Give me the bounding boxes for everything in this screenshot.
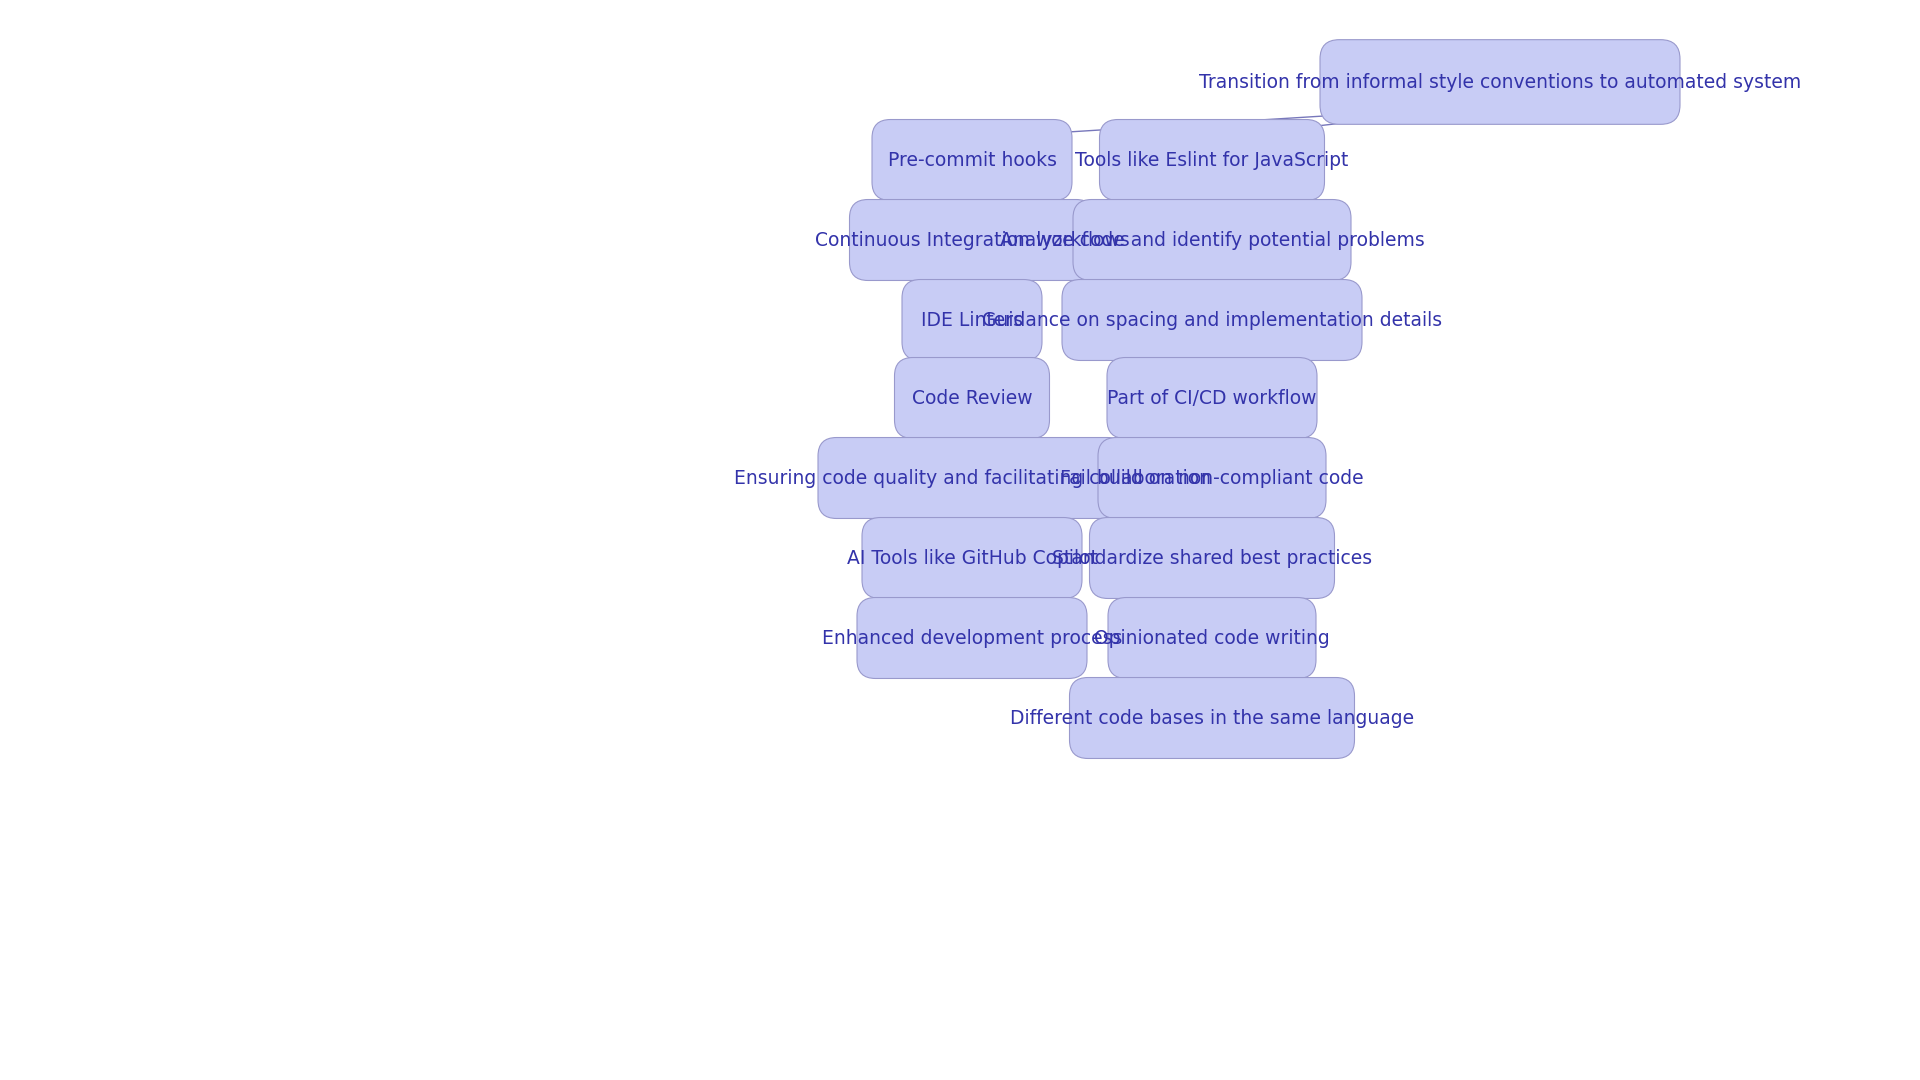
Text: Standardize shared best practices: Standardize shared best practices [1052,549,1373,567]
Text: AI Tools like GitHub Copilot: AI Tools like GitHub Copilot [847,549,1098,567]
FancyBboxPatch shape [1108,357,1317,438]
FancyBboxPatch shape [1089,517,1334,598]
FancyBboxPatch shape [849,200,1094,281]
FancyBboxPatch shape [895,357,1050,438]
Text: Fail build on non-compliant code: Fail build on non-compliant code [1060,469,1363,487]
Text: Tools like Eslint for JavaScript: Tools like Eslint for JavaScript [1075,150,1348,170]
Text: Code Review: Code Review [912,389,1033,407]
Text: IDE Linters: IDE Linters [922,311,1023,329]
FancyBboxPatch shape [1062,280,1361,361]
FancyBboxPatch shape [1108,597,1315,678]
Text: Ensuring code quality and facilitating collaboration: Ensuring code quality and facilitating c… [733,469,1210,487]
FancyBboxPatch shape [856,597,1087,678]
FancyBboxPatch shape [1098,437,1327,518]
Text: Different code bases in the same language: Different code bases in the same languag… [1010,708,1413,728]
Text: Continuous Integration workflows: Continuous Integration workflows [814,230,1129,249]
FancyBboxPatch shape [862,517,1083,598]
FancyBboxPatch shape [902,280,1043,361]
FancyBboxPatch shape [1321,40,1680,124]
Text: Opinionated code writing: Opinionated code writing [1094,629,1331,648]
Text: Guidance on spacing and implementation details: Guidance on spacing and implementation d… [981,311,1442,329]
Text: Analyze code and identify potential problems: Analyze code and identify potential prob… [1000,230,1425,249]
FancyBboxPatch shape [818,437,1125,518]
Text: Enhanced development process: Enhanced development process [822,629,1121,648]
FancyBboxPatch shape [1069,677,1354,758]
FancyBboxPatch shape [1073,200,1352,281]
Text: Transition from informal style conventions to automated system: Transition from informal style conventio… [1198,72,1801,92]
FancyBboxPatch shape [872,120,1071,201]
Text: Pre-commit hooks: Pre-commit hooks [887,150,1056,170]
FancyBboxPatch shape [1100,120,1325,201]
Text: Part of CI/CD workflow: Part of CI/CD workflow [1108,389,1317,407]
